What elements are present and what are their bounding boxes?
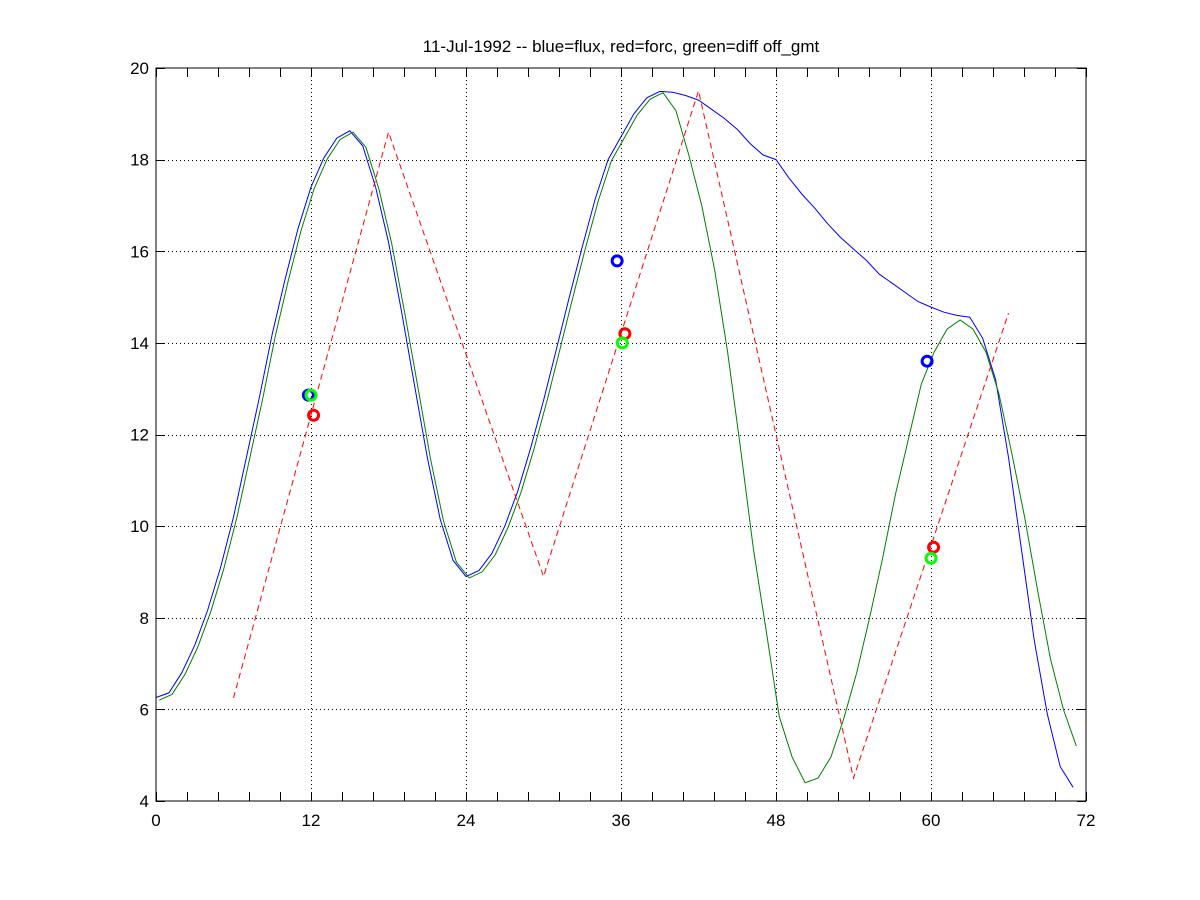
series-line-diff-off-gmt: [158, 92, 1077, 784]
marker-group: [301, 254, 941, 565]
marker-diff: [615, 336, 629, 350]
grid: [156, 68, 1086, 801]
series-line-flux: [155, 90, 1074, 788]
marker-flux: [610, 254, 624, 268]
x-tick-label: 0: [151, 811, 160, 830]
marker-diff: [304, 388, 318, 402]
y-tick-label: 4: [140, 792, 149, 811]
x-tick-label: 12: [302, 811, 321, 830]
x-tick-label: 60: [922, 811, 941, 830]
x-tick-label: 48: [767, 811, 786, 830]
x-tick-label: 36: [612, 811, 631, 830]
y-tick-label: 20: [130, 59, 149, 78]
x-tick-label: 72: [1077, 811, 1096, 830]
marker-diff: [924, 551, 938, 565]
y-tick-label: 12: [130, 426, 149, 445]
y-tick-label: 8: [140, 609, 149, 628]
y-tick-label: 18: [130, 151, 149, 170]
x-tick-label: 24: [457, 811, 476, 830]
y-tick-label: 10: [130, 517, 149, 536]
marker-forc: [307, 408, 321, 422]
plot-frame: [155, 67, 1087, 802]
y-tick-label: 14: [130, 334, 149, 353]
marker-forc: [927, 540, 941, 554]
marker-flux: [920, 354, 934, 368]
chart-title: 11-Jul-1992 -- blue=flux, red=forc, gree…: [423, 37, 820, 56]
y-tick-label: 16: [130, 242, 149, 261]
y-tick-label: 6: [140, 700, 149, 719]
ticks: 0 12 24 36 48 60 72 4 6 8 10 12 14 16 18 20: [130, 59, 1095, 830]
